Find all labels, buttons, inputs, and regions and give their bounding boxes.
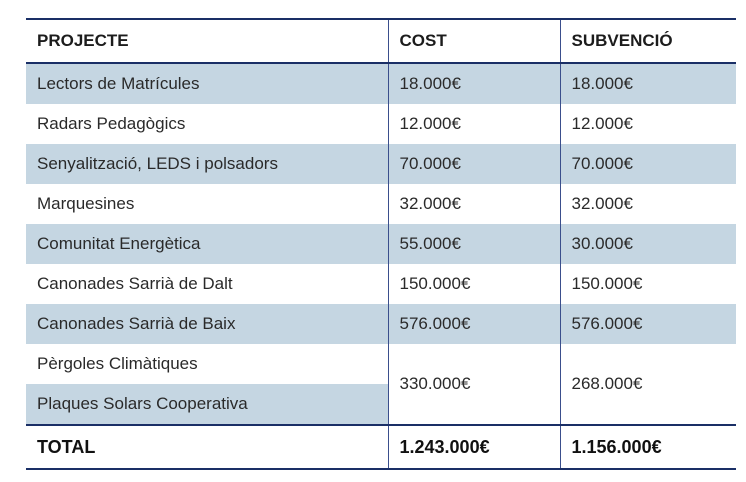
project-cell: Radars Pedagògics (37, 114, 186, 133)
cost-cell: 12.000€ (387, 104, 560, 144)
cost-cell: 18.000€ (387, 63, 560, 104)
project-cell: Senyalització, LEDS i polsadors (26, 144, 388, 184)
grant-cell: 18.000€ (559, 63, 736, 104)
table-header-row: PROJECTE COST SUBVENCIÓ (26, 18, 736, 64)
table-row-merged: Plaques Solars Cooperativa (26, 384, 736, 425)
grant-cell: 576.000€ (559, 304, 736, 344)
total-grant: 1.156.000€ (559, 424, 736, 470)
project-cell: Canonades Sarrià de Dalt (37, 274, 233, 293)
grant-cell: 150.000€ (559, 264, 736, 304)
table-row-merged: Pèrgoles Climàtiques 330.000€ 268.000€ (26, 344, 736, 425)
total-label: TOTAL (26, 424, 388, 470)
table-row: Marquesines 32.000€ 32.000€ (26, 184, 736, 224)
grant-cell: 30.000€ (559, 224, 736, 264)
cost-cell: 55.000€ (387, 224, 560, 264)
table-row: Lectors de Matrícules 18.000€ 18.000€ (26, 63, 736, 104)
cost-cell: 150.000€ (387, 264, 560, 304)
table-row: Radars Pedagògics 12.000€ 12.000€ (26, 104, 736, 144)
header-grant: SUBVENCIÓ (559, 18, 736, 64)
project-cell: Comunitat Energètica (26, 224, 388, 264)
project-cell: Plaques Solars Cooperativa (26, 384, 388, 425)
grant-cell: 12.000€ (559, 104, 736, 144)
header-cost: COST (387, 18, 560, 64)
table-row: Senyalització, LEDS i polsadors 70.000€ … (26, 144, 736, 184)
cost-cell: 70.000€ (387, 144, 560, 184)
merged-grant-cell: 268.000€ (559, 344, 736, 425)
total-row: TOTAL 1.243.000€ 1.156.000€ (26, 424, 736, 470)
project-cell: Marquesines (37, 194, 135, 213)
cost-cell: 576.000€ (387, 304, 560, 344)
project-cell: Lectors de Matrícules (26, 63, 388, 104)
total-cost: 1.243.000€ (387, 424, 560, 470)
budget-table-container: PROJECTE COST SUBVENCIÓ Lectors de Matrí… (26, 18, 736, 470)
table-row: Canonades Sarrià de Dalt 150.000€ 150.00… (26, 264, 736, 304)
cost-cell: 32.000€ (387, 184, 560, 224)
budget-table: PROJECTE COST SUBVENCIÓ Lectors de Matrí… (26, 18, 736, 470)
header-project: PROJECTE (26, 18, 388, 64)
table-row: Canonades Sarrià de Baix 576.000€ 576.00… (26, 304, 736, 344)
table-row: Comunitat Energètica 55.000€ 30.000€ (26, 224, 736, 264)
project-cell: Pèrgoles Climàtiques (26, 344, 388, 384)
merged-cost-cell: 330.000€ (387, 344, 560, 425)
project-cell: Canonades Sarrià de Baix (26, 304, 388, 344)
grant-cell: 70.000€ (559, 144, 736, 184)
grant-cell: 32.000€ (559, 184, 736, 224)
